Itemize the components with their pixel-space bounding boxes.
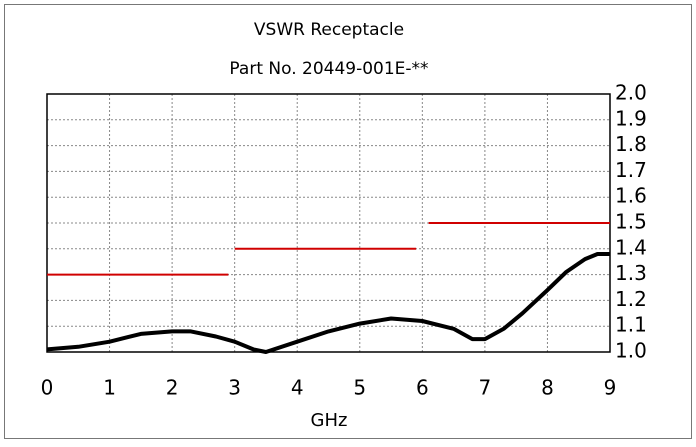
x-tick-label: 3 — [228, 376, 241, 400]
y-tick-label: 1.8 — [615, 132, 647, 156]
x-tick-label: 4 — [291, 376, 304, 400]
y-tick-label: 1.9 — [615, 106, 647, 130]
y-tick-label: 1.6 — [615, 184, 647, 208]
x-tick-label: 0 — [41, 376, 54, 400]
x-tick-label: 5 — [353, 376, 366, 400]
x-tick-label: 9 — [604, 376, 617, 400]
x-tick-label: 1 — [103, 376, 116, 400]
y-tick-label: 2.0 — [615, 81, 647, 105]
x-tick-label: 6 — [416, 376, 429, 400]
x-axis-label: GHz — [311, 410, 348, 431]
x-tick-label: 8 — [541, 376, 554, 400]
y-tick-label: 1.7 — [615, 158, 647, 182]
y-tick-label: 1.1 — [615, 313, 647, 337]
y-tick-label: 1.2 — [615, 287, 647, 311]
chart-title: VSWR Receptacle — [254, 20, 404, 40]
y-tick-label: 1.0 — [615, 339, 647, 363]
y-tick-label: 1.3 — [615, 261, 647, 285]
x-tick-label: 7 — [479, 376, 492, 400]
y-tick-label: 1.4 — [615, 235, 647, 259]
chart-subtitle: Part No. 20449-001E-** — [229, 59, 428, 79]
line — [46, 252, 610, 354]
x-tick-label: 2 — [166, 376, 179, 400]
y-tick-label: 1.5 — [615, 210, 647, 234]
frame — [4, 4, 692, 439]
